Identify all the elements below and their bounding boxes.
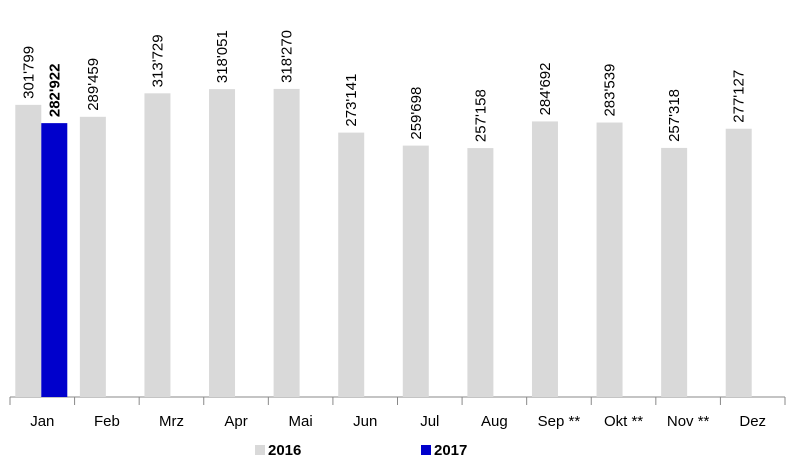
x-tick-label: Jan (30, 413, 54, 430)
data-label: 259'698 (408, 87, 425, 140)
data-label: 318'051 (214, 30, 231, 83)
data-label: 257'158 (472, 89, 489, 142)
bar (725, 128, 752, 397)
bar (209, 89, 236, 397)
bar (531, 121, 558, 397)
x-tick-label: Mai (289, 413, 313, 430)
data-label: 282'922 (46, 64, 63, 118)
data-label: 289'459 (85, 58, 102, 111)
x-tick-label: Apr (224, 413, 247, 430)
data-label: 277'127 (731, 70, 748, 123)
bar (596, 122, 623, 398)
data-label: 284'692 (537, 62, 554, 115)
x-tick-label: Mrz (159, 413, 184, 430)
bar (273, 88, 300, 397)
x-tick-label: Sep ** (538, 413, 581, 430)
bar (15, 104, 42, 397)
x-tick-label: Okt ** (604, 413, 643, 430)
x-tick-label: Dez (739, 413, 766, 430)
bar (41, 123, 68, 397)
data-label: 313'729 (149, 34, 166, 87)
data-label: 301'799 (20, 46, 37, 99)
data-label: 257'318 (666, 89, 683, 142)
legend-swatch (421, 445, 431, 455)
bar (402, 145, 429, 397)
data-label: 273'141 (343, 74, 360, 127)
bar (338, 132, 365, 397)
legend-swatch (255, 445, 265, 455)
x-tick-label: Jun (353, 413, 377, 430)
legend-label: 2016 (268, 442, 301, 459)
x-tick-label: Jul (420, 413, 439, 430)
bar (79, 116, 106, 398)
x-tick-label: Feb (94, 413, 120, 430)
bar (661, 147, 688, 397)
data-label: 318'270 (279, 30, 296, 83)
x-tick-label: Nov ** (667, 413, 710, 430)
x-tick-label: Aug (481, 413, 508, 430)
bar (144, 93, 171, 397)
legend-label: 2017 (434, 442, 467, 459)
bar (467, 148, 494, 397)
data-label: 283'539 (602, 64, 619, 117)
